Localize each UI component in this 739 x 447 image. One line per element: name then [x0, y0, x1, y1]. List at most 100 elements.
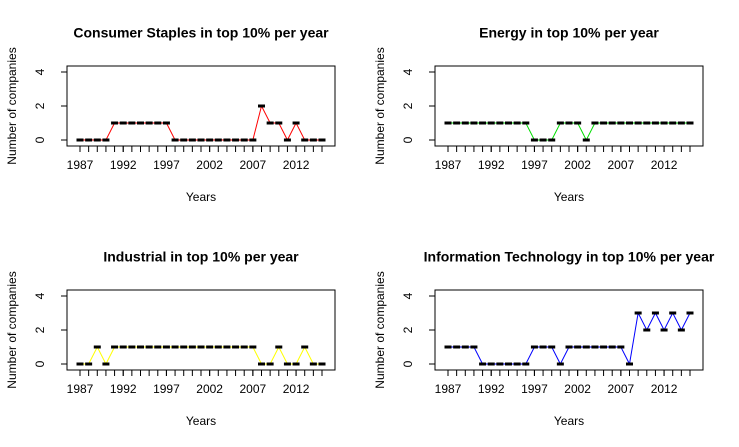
point-marker	[292, 362, 300, 366]
y-tick-label: 4	[401, 68, 415, 75]
point-marker	[188, 345, 196, 349]
point-marker	[76, 362, 84, 366]
x-tick-label: 1987	[435, 382, 462, 396]
point-marker	[505, 121, 512, 125]
point-marker	[318, 362, 326, 366]
point-marker	[128, 345, 136, 349]
x-tick-label: 1987	[435, 158, 462, 172]
y-tick-label: 2	[33, 326, 47, 333]
point-marker	[582, 138, 590, 142]
x-tick-label: 1992	[110, 382, 137, 396]
point-marker	[258, 362, 265, 366]
point-marker	[608, 345, 616, 349]
point-marker	[505, 362, 512, 366]
point-marker	[530, 138, 538, 142]
point-marker	[643, 328, 651, 332]
x-tick-label: 2002	[196, 382, 223, 396]
point-marker	[651, 121, 659, 125]
point-marker	[197, 345, 205, 349]
point-marker	[85, 138, 93, 142]
plot-frame	[66, 289, 336, 371]
point-marker	[548, 345, 556, 349]
point-marker	[479, 362, 487, 366]
point-marker	[453, 345, 461, 349]
point-marker	[111, 345, 119, 349]
point-marker	[275, 345, 283, 349]
point-marker	[275, 121, 283, 125]
point-marker	[651, 311, 659, 315]
point-marker	[232, 345, 240, 349]
point-marker	[85, 362, 93, 366]
point-marker	[283, 138, 291, 142]
point-marker	[600, 121, 608, 125]
point-marker	[591, 121, 599, 125]
point-marker	[617, 121, 625, 125]
point-marker	[539, 345, 547, 349]
x-tick-label: 2007	[240, 382, 267, 396]
y-tick-label: 0	[33, 360, 47, 367]
point-marker	[453, 121, 461, 125]
point-marker	[309, 138, 317, 142]
x-tick-label: 1997	[521, 382, 548, 396]
point-marker	[530, 345, 538, 349]
point-marker	[660, 121, 668, 125]
point-marker	[513, 362, 521, 366]
x-tick-label: 2007	[608, 382, 635, 396]
point-marker	[444, 345, 452, 349]
point-marker	[309, 362, 317, 366]
y-tick-label: 0	[33, 136, 47, 143]
point-marker	[102, 138, 110, 142]
x-axis-label: Years	[186, 414, 216, 428]
point-marker	[128, 121, 136, 125]
x-tick-label: 2007	[240, 158, 267, 172]
chart-title: Industrial in top 10% per year	[103, 249, 299, 265]
point-marker	[574, 345, 582, 349]
point-marker	[214, 345, 222, 349]
point-marker	[145, 345, 153, 349]
point-marker	[574, 121, 582, 125]
series-line	[80, 345, 322, 366]
x-tick-label: 2012	[283, 382, 310, 396]
y-axis-label: Number of companies	[5, 271, 19, 388]
point-marker	[301, 345, 309, 349]
point-marker	[626, 121, 633, 125]
point-marker	[162, 121, 170, 125]
point-marker	[292, 121, 300, 125]
point-marker	[470, 345, 478, 349]
point-marker	[634, 121, 642, 125]
x-tick-label: 1997	[153, 158, 180, 172]
point-marker	[565, 345, 573, 349]
point-marker	[686, 121, 694, 125]
x-axis-label: Years	[186, 190, 216, 204]
point-marker	[119, 121, 127, 125]
x-tick-label: 1992	[478, 158, 505, 172]
series-line	[448, 311, 691, 366]
point-marker	[266, 362, 274, 366]
point-marker	[102, 362, 110, 366]
point-marker	[626, 362, 633, 366]
point-marker	[496, 121, 504, 125]
panel: Information Technology in top 10% per ye…	[373, 249, 715, 428]
point-marker	[137, 345, 144, 349]
y-tick-label: 2	[401, 326, 415, 333]
point-marker	[686, 311, 694, 315]
y-tick-label: 0	[401, 360, 415, 367]
chart-title: Information Technology in top 10% per ye…	[424, 249, 715, 265]
y-axis-label: Number of companies	[5, 47, 19, 164]
point-marker	[600, 345, 608, 349]
point-marker	[318, 138, 326, 142]
point-marker	[522, 362, 530, 366]
x-axis-label: Years	[554, 414, 584, 428]
x-tick-label: 2002	[196, 158, 223, 172]
chart-title: Energy in top 10% per year	[479, 25, 659, 41]
point-marker	[669, 121, 677, 125]
x-tick-label: 1997	[153, 382, 180, 396]
point-marker	[180, 345, 188, 349]
y-tick-label: 2	[33, 102, 47, 109]
y-axis-label: Number of companies	[373, 271, 387, 388]
point-marker	[249, 138, 257, 142]
point-marker	[617, 345, 625, 349]
point-marker	[180, 138, 188, 142]
panel: Industrial in top 10% per year 0 2 4 1987 199…	[5, 249, 336, 428]
point-marker	[470, 121, 478, 125]
